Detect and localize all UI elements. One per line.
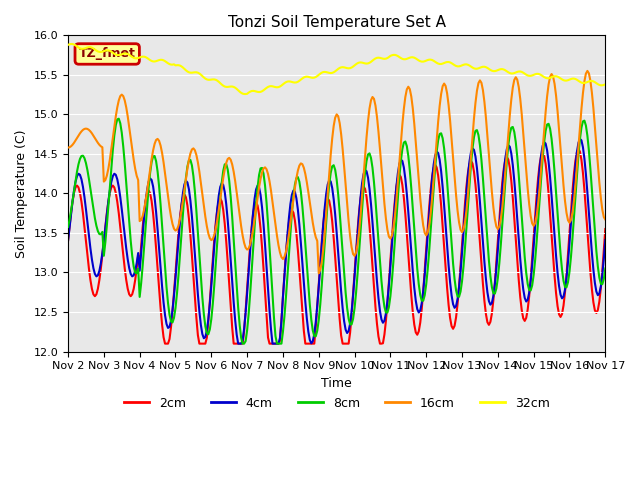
Legend: 2cm, 4cm, 8cm, 16cm, 32cm: 2cm, 4cm, 8cm, 16cm, 32cm [119,392,555,415]
Text: TZ_fmet: TZ_fmet [79,48,136,60]
Y-axis label: Soil Temperature (C): Soil Temperature (C) [15,129,28,258]
Title: Tonzi Soil Temperature Set A: Tonzi Soil Temperature Set A [228,15,445,30]
X-axis label: Time: Time [321,377,352,390]
